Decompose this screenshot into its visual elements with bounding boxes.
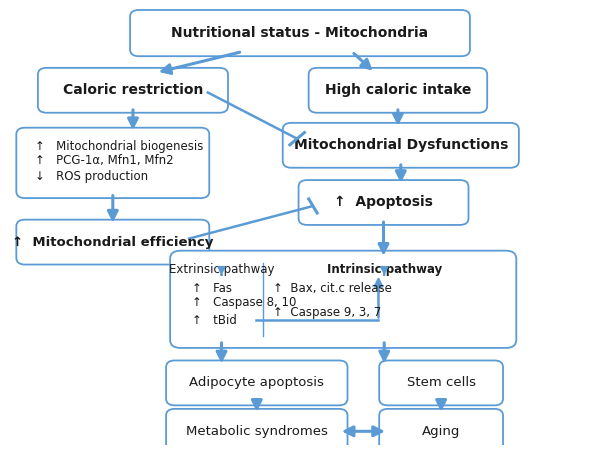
FancyBboxPatch shape — [283, 123, 519, 168]
FancyBboxPatch shape — [379, 409, 503, 449]
FancyBboxPatch shape — [166, 361, 347, 405]
Text: Extrinsic pathway: Extrinsic pathway — [169, 263, 274, 276]
Text: ↑   Fas: ↑ Fas — [192, 282, 232, 295]
FancyBboxPatch shape — [16, 220, 209, 264]
FancyBboxPatch shape — [130, 10, 470, 56]
Text: Adipocyte apoptosis: Adipocyte apoptosis — [190, 376, 324, 389]
Text: Intrinsic pathway: Intrinsic pathway — [326, 263, 442, 276]
Text: High caloric intake: High caloric intake — [325, 84, 471, 97]
Text: Stem cells: Stem cells — [407, 376, 476, 389]
FancyBboxPatch shape — [308, 68, 487, 113]
Text: Aging: Aging — [422, 425, 460, 438]
Text: ↑  Bax, cit.c release: ↑ Bax, cit.c release — [273, 282, 392, 295]
Text: ↑   Mitochondrial biogenesis: ↑ Mitochondrial biogenesis — [35, 140, 204, 153]
FancyBboxPatch shape — [379, 361, 503, 405]
Text: ↑   Caspase 8, 10: ↑ Caspase 8, 10 — [192, 296, 296, 309]
FancyBboxPatch shape — [38, 68, 228, 113]
FancyBboxPatch shape — [166, 409, 347, 449]
FancyBboxPatch shape — [16, 128, 209, 198]
FancyBboxPatch shape — [299, 180, 469, 225]
Text: Caloric restriction: Caloric restriction — [63, 84, 203, 97]
FancyBboxPatch shape — [170, 251, 516, 348]
Text: Nutritional status - Mitochondria: Nutritional status - Mitochondria — [172, 26, 428, 40]
Text: ↑   PCG-1α, Mfn1, Mfn2: ↑ PCG-1α, Mfn1, Mfn2 — [35, 154, 174, 167]
Text: ↑   tBid: ↑ tBid — [192, 314, 237, 327]
Text: Mitochondrial Dysfunctions: Mitochondrial Dysfunctions — [293, 138, 508, 152]
Text: ↑  Apoptosis: ↑ Apoptosis — [334, 195, 433, 210]
Text: ↑  Caspase 9, 3, 7: ↑ Caspase 9, 3, 7 — [273, 306, 381, 319]
Text: ↑  Mitochondrial efficiency: ↑ Mitochondrial efficiency — [12, 236, 214, 249]
Text: ↓   ROS production: ↓ ROS production — [35, 171, 148, 184]
Text: Metabolic syndromes: Metabolic syndromes — [186, 425, 328, 438]
